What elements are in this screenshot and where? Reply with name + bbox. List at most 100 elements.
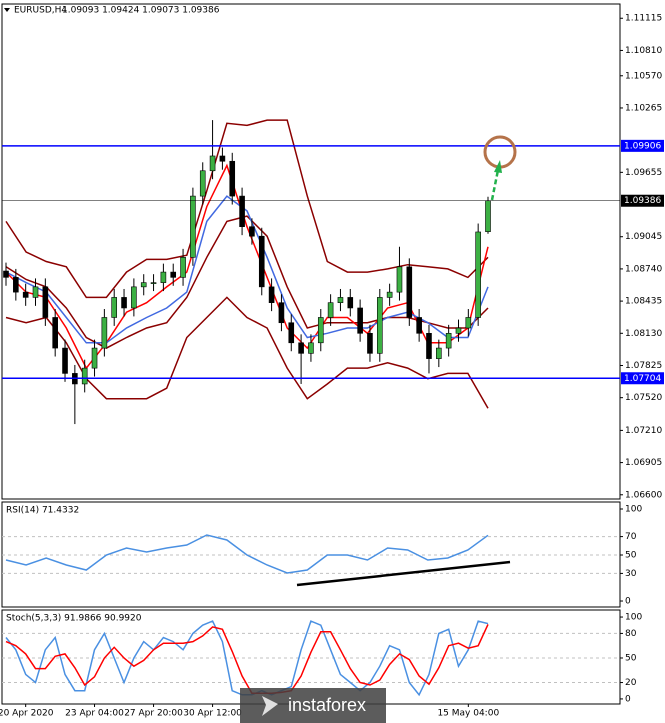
candle-body xyxy=(249,226,255,237)
candle-body xyxy=(258,235,265,288)
candle-body xyxy=(308,342,314,354)
rsi-trendline xyxy=(296,560,511,587)
candle-body xyxy=(475,231,481,318)
y-tick-label: 100 xyxy=(625,504,642,514)
candle-body xyxy=(170,271,177,278)
x-tick-label: 23 Apr 04:00 xyxy=(65,709,124,719)
watermark-box xyxy=(240,688,386,723)
y-tick-label: 1.08130 xyxy=(625,329,662,339)
candle-body xyxy=(219,155,226,162)
candle-body xyxy=(416,317,422,334)
candle-body xyxy=(337,297,344,303)
panel-frame xyxy=(1,3,621,500)
candle-body xyxy=(357,307,363,334)
line-series xyxy=(5,624,489,694)
candle-body xyxy=(396,266,403,293)
candle-body xyxy=(190,195,196,258)
candle-body xyxy=(485,200,491,232)
panel-frame xyxy=(1,501,621,608)
hline-box xyxy=(621,372,664,385)
y-tick-label: 1.07825 xyxy=(625,361,662,371)
candle-body xyxy=(52,317,58,349)
chart-subtitle: 1.09093 1.09424 1.09073 1.09386 xyxy=(62,6,220,16)
x-tick-label: 15 May 04:00 xyxy=(437,709,499,719)
y-tick-label: 80 xyxy=(625,629,637,639)
hline-label: 1.09906 xyxy=(624,141,661,151)
marks: 1.11115 1.10810 1.10570 1.10265 1.09655 1.090… xyxy=(0,14,664,719)
candle-body xyxy=(22,291,29,298)
candle-body xyxy=(386,291,393,298)
arrow-head xyxy=(494,160,502,173)
candle-body xyxy=(298,342,304,354)
hline-label: 1.07704 xyxy=(624,374,661,384)
menu-triangle xyxy=(4,8,10,12)
y-tick-label: 1.11115 xyxy=(625,14,662,24)
candle-body xyxy=(455,327,462,334)
hline-box xyxy=(621,139,664,152)
candle-body xyxy=(367,332,373,354)
y-tick-label: 1.10810 xyxy=(625,46,662,56)
candle-body xyxy=(91,347,98,369)
y-tick-label: 1.09655 xyxy=(625,168,662,178)
candle-body xyxy=(13,277,19,293)
price-marker-box xyxy=(621,194,664,207)
y-tick-label: 100 xyxy=(625,613,642,623)
y-tick-label: 1.08435 xyxy=(625,297,662,307)
candle-body xyxy=(465,317,472,329)
candle-body xyxy=(278,302,285,324)
line-series xyxy=(5,119,489,299)
y-tick-label: 70 xyxy=(625,532,637,542)
candle-body xyxy=(406,266,413,318)
candle-body xyxy=(288,322,295,344)
y-tick-label: 1.06905 xyxy=(625,458,662,468)
candle-body xyxy=(42,286,49,318)
chart-title: EURUSD,H4 xyxy=(14,6,67,16)
panels xyxy=(1,3,621,705)
candle-body xyxy=(347,297,354,309)
y-tick-label: 1.10265 xyxy=(625,103,662,113)
candle-body xyxy=(81,367,88,385)
y-tick-label: 1.09045 xyxy=(625,232,662,242)
candle-body xyxy=(111,297,118,318)
x-tick-label: 27 Apr 20:00 xyxy=(124,709,183,719)
candle-body xyxy=(229,160,236,197)
candle-body xyxy=(140,282,147,288)
watermark-icon xyxy=(262,696,278,716)
x-tick-label: 30 Apr 12:00 xyxy=(183,709,242,719)
x-tick-label: 20 Apr 2020 xyxy=(0,709,54,719)
candle-body xyxy=(131,286,137,309)
y-tick-label: 30 xyxy=(625,569,637,579)
y-tick-label: 20 xyxy=(625,678,637,688)
candle-body xyxy=(376,297,383,354)
y-tick-label: 50 xyxy=(625,653,637,663)
candle-body xyxy=(3,270,9,278)
candle-body xyxy=(209,155,216,172)
candle-body xyxy=(426,332,432,359)
candle-body xyxy=(101,317,108,349)
stoch-title: Stoch(5,3,3) 91.9866 90.9920 xyxy=(6,614,142,624)
candle-body xyxy=(62,347,68,374)
candle-body xyxy=(268,286,275,303)
candle-body xyxy=(445,332,452,349)
candle-body xyxy=(436,347,442,359)
candle-body xyxy=(150,282,157,284)
candle-body xyxy=(32,286,39,298)
candle-body xyxy=(327,302,334,318)
y-tick-label: 1.08740 xyxy=(625,264,662,274)
y-tick-label: 0 xyxy=(625,694,631,704)
rsi-title: RSI(14) 71.4332 xyxy=(6,506,79,516)
candle-body xyxy=(199,170,206,197)
candle-body xyxy=(180,257,186,278)
candle-body xyxy=(317,317,324,344)
y-tick-label: 1.07210 xyxy=(625,426,662,436)
y-tick-label: 0 xyxy=(625,597,631,607)
y-tick-label: 50 xyxy=(625,551,637,561)
candle-body xyxy=(160,271,167,283)
forecast-arrow xyxy=(490,169,500,201)
y-tick-label: 1.06600 xyxy=(625,490,662,500)
watermark: instaforex xyxy=(240,688,386,723)
watermark-text: instaforex xyxy=(288,695,366,715)
y-tick-label: 1.07520 xyxy=(625,393,662,403)
